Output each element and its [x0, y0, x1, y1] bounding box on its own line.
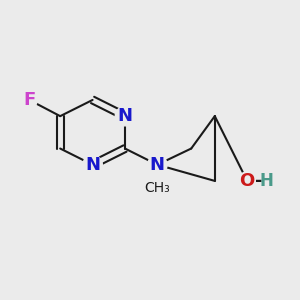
Text: F: F	[23, 91, 35, 109]
Circle shape	[21, 92, 38, 108]
Text: N: N	[118, 107, 133, 125]
Text: -: -	[255, 172, 263, 190]
Text: H: H	[260, 172, 273, 190]
Text: N: N	[150, 156, 165, 174]
Circle shape	[115, 106, 135, 126]
Text: O: O	[239, 172, 255, 190]
Circle shape	[148, 155, 167, 174]
Circle shape	[238, 172, 256, 190]
Text: CH₃: CH₃	[145, 181, 170, 195]
Circle shape	[83, 155, 102, 174]
Text: N: N	[85, 156, 100, 174]
